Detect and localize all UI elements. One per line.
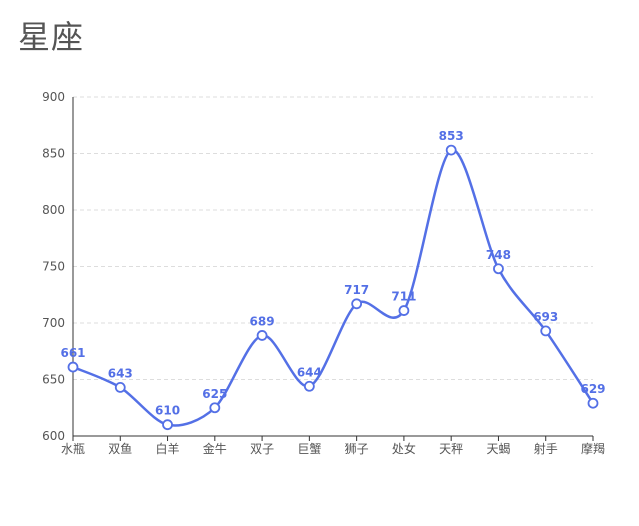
y-tick-label: 850 [42,147,65,161]
y-tick-label: 750 [42,260,65,274]
x-tick-label: 金牛 [203,441,227,456]
data-points [67,144,599,431]
x-tick-label: 巨蟹 [297,441,321,456]
data-label: 717 [344,283,369,297]
data-label: 661 [60,346,85,360]
axes: 600 650 700 750 800 850 900 水瓶 双鱼 白羊 金牛 双子 巨蟹 狮子 处女 天秤 天… [42,90,605,456]
x-tick-label: 射手 [534,441,558,456]
chart-title: 星座 [18,18,85,56]
data-label: 748 [486,248,511,262]
data-point [351,298,363,310]
data-point [256,330,268,341]
x-tick-label: 水瓶 [61,442,85,456]
x-tick-label: 处女 [392,441,416,456]
y-tick-label: 900 [42,90,65,104]
data-point [209,402,221,414]
data-point [67,361,79,373]
data-label: 711 [391,290,416,304]
data-labels: 661 643 610 625 689 644 717 711 853 748 693 629 [60,129,605,418]
data-label: 853 [439,129,464,143]
data-label: 629 [580,382,605,396]
data-point [398,305,410,316]
data-label: 644 [297,365,322,379]
x-tick-label: 狮子 [345,442,369,456]
grid-lines [73,96,593,380]
y-tick-label: 650 [42,373,65,387]
data-label: 689 [250,314,275,328]
data-point [162,419,173,431]
data-label: 625 [202,387,227,401]
x-tick-label: 双鱼 [108,442,132,456]
data-point [303,380,315,392]
x-tick-label: 双子 [250,442,274,456]
x-tick-label: 天秤 [439,442,463,456]
data-point [540,325,552,337]
x-tick-label: 天蝎 [486,442,510,456]
data-point [445,144,457,156]
x-tick-label: 摩羯 [581,441,605,456]
y-tick-label: 600 [42,429,65,443]
data-point [493,263,504,275]
series-line [72,148,595,427]
series-line-path [72,148,595,427]
data-label: 643 [108,366,133,380]
y-tick-label: 700 [42,316,65,330]
x-tick-label: 白羊 [156,441,180,456]
data-label: 693 [533,310,558,324]
data-point [114,382,126,393]
y-tick-label: 800 [42,203,65,217]
data-label: 610 [155,404,180,418]
data-point [587,397,599,409]
